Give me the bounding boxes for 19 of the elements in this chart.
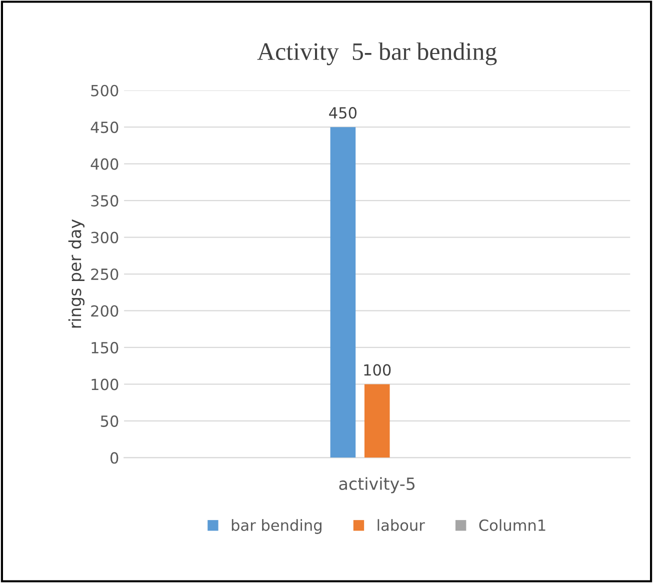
legend-label: bar bending	[232, 519, 322, 534]
y-tick-label: 300	[91, 232, 118, 244]
data-label: 100	[364, 364, 391, 376]
y-tick-label: 0	[110, 452, 118, 464]
data-label: 450	[329, 107, 357, 119]
legend-label: labour	[378, 519, 425, 531]
y-tick-label: 150	[92, 342, 118, 354]
x-tick-label: activity-5	[339, 477, 415, 494]
y-tick-label: 400	[90, 158, 118, 170]
y-tick-label: 50	[100, 415, 118, 427]
y-axis-title: rings per day	[68, 219, 84, 328]
y-tick-label: 100	[92, 378, 118, 390]
chart-title: Activity 5- bar bending	[257, 42, 497, 66]
y-tick-label: 350	[91, 195, 118, 207]
y-tick-label: 200	[91, 305, 118, 317]
y-tick-label: 250	[91, 268, 118, 280]
y-tick-label: 450	[90, 122, 118, 134]
legend-label: Column1	[479, 519, 546, 531]
y-tick-label: 500	[91, 84, 118, 96]
